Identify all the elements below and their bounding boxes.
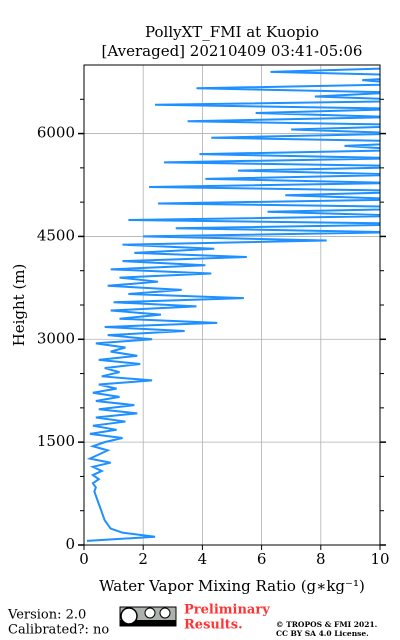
copyright: © TROPOS & FMI 2021. [276,620,377,629]
y-tick-label: 3000 [37,329,75,347]
x-axis-label: Water Vapor Mixing Ratio (g∗kg⁻¹) [99,577,365,595]
x-tick-label: 4 [198,550,208,568]
x-tick-label: 10 [370,550,389,568]
chart-subtitle: [Averaged] 20210409 03:41-05:06 [102,42,363,60]
y-tick-label: 1500 [37,432,75,450]
x-tick-label: 8 [316,550,326,568]
y-tick-label: 6000 [37,124,75,142]
y-tick-label: 4500 [37,226,75,244]
cc-logo [119,606,177,627]
x-tick-label: 2 [138,550,148,568]
y-tick-label: 0 [65,535,75,553]
x-tick-label: 0 [79,550,89,568]
plot-area [83,65,381,546]
chart-title: PollyXT_FMI at Kuopio [145,23,319,41]
preliminary: Results. [184,618,243,633]
x-tick-label: 6 [257,550,267,568]
calibrated: Calibrated?: no [8,623,109,638]
copyright: CC BY SA 4.0 License. [276,629,369,638]
version: Version: 2.0 [7,608,86,623]
y-axis-label: Height (m) [10,264,28,347]
profile-line [86,67,380,542]
preliminary: Preliminary [184,603,270,618]
